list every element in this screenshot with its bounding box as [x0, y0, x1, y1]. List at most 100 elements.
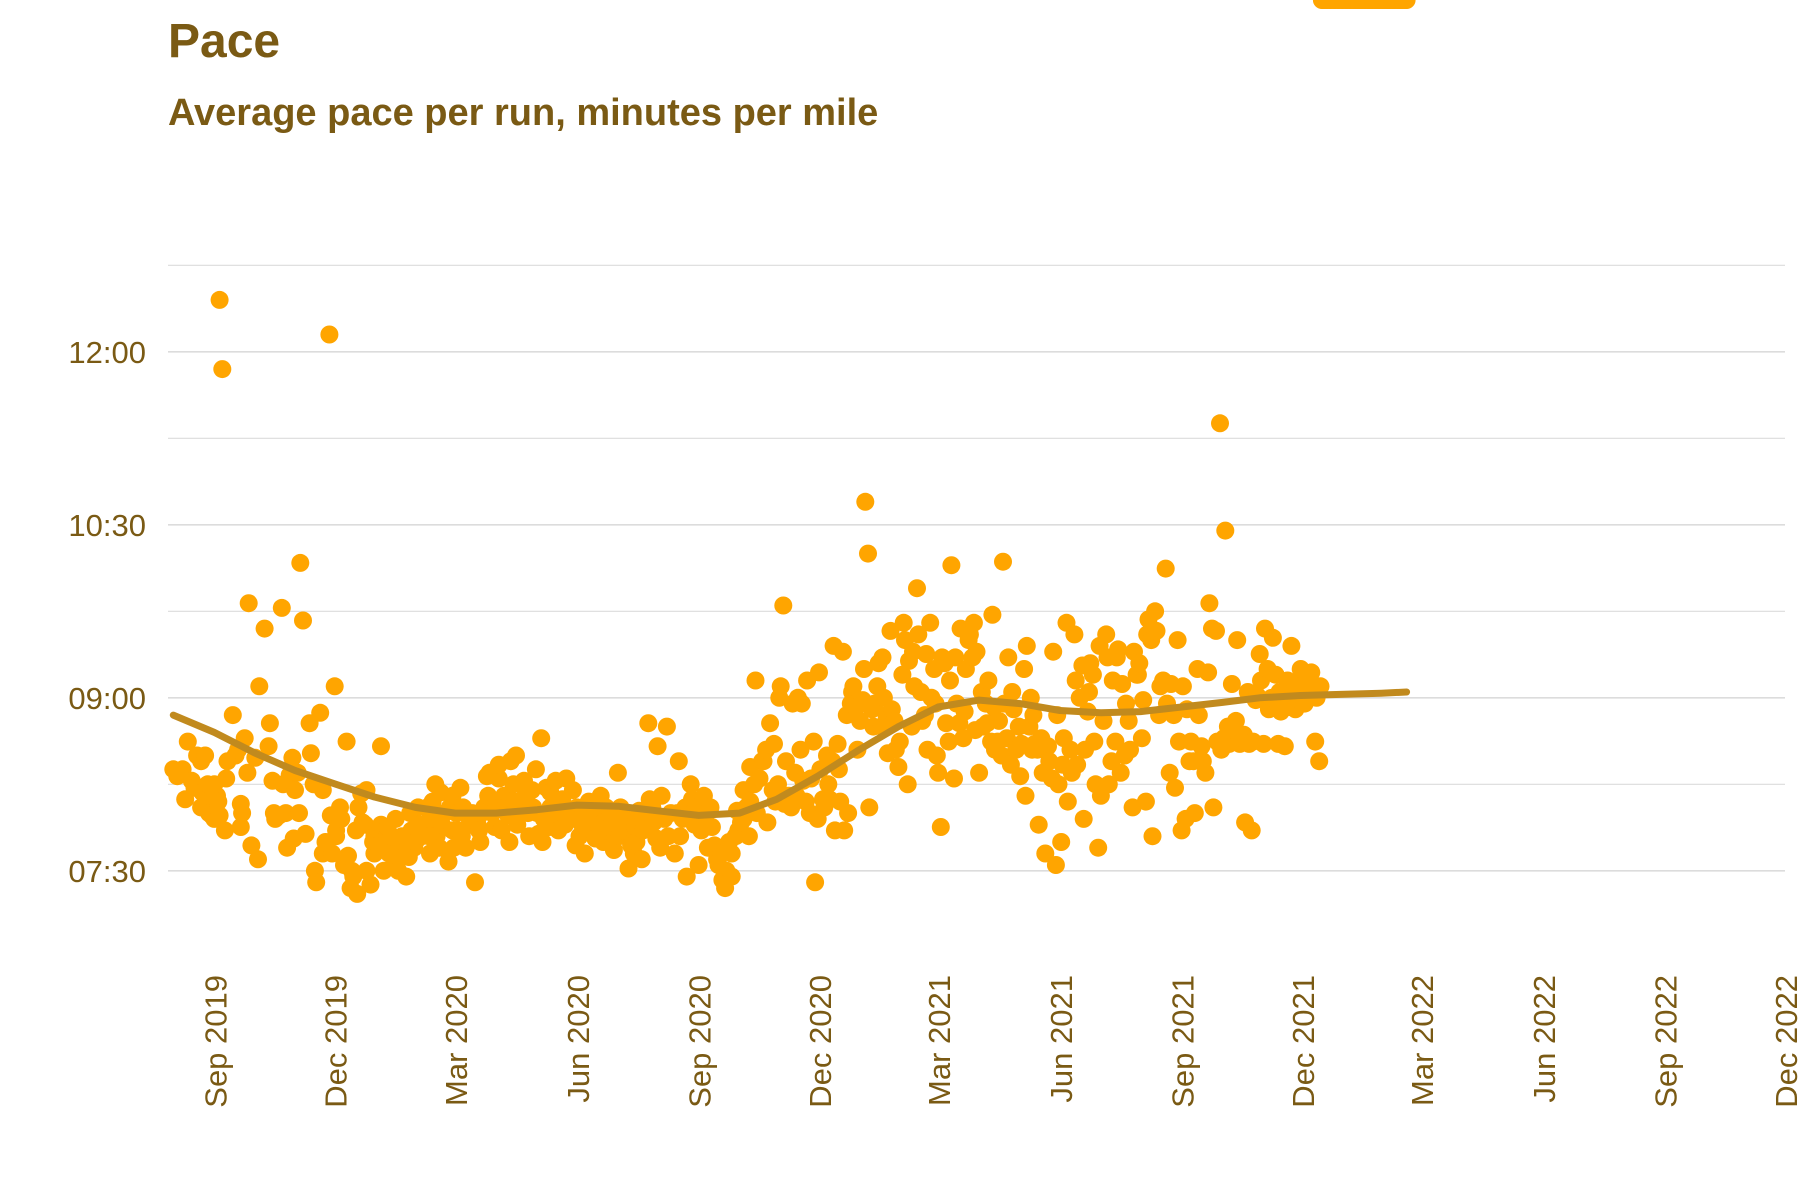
data-point: [657, 717, 676, 736]
data-point: [859, 544, 877, 563]
x-tick-label: Jun 2021: [1044, 975, 1079, 1103]
data-point: [856, 492, 875, 511]
data-point: [608, 763, 627, 782]
y-tick-label: 12:00: [68, 335, 146, 370]
data-point: [1310, 752, 1329, 771]
data-point: [325, 677, 344, 696]
data-point: [1083, 665, 1102, 684]
data-point: [1080, 683, 1098, 701]
data-point: [1143, 827, 1162, 846]
data-point: [1146, 602, 1165, 621]
data-point: [260, 714, 279, 733]
data-point: [1199, 663, 1218, 682]
data-point: [294, 611, 312, 630]
data-point: [921, 613, 940, 632]
data-point: [665, 844, 684, 863]
data-point: [283, 748, 302, 767]
data-point: [1099, 775, 1118, 794]
data-point: [1089, 838, 1108, 857]
data-point: [722, 844, 741, 863]
data-point: [937, 714, 956, 733]
data-point: [307, 873, 326, 892]
data-point: [908, 579, 926, 598]
data-point: [1134, 691, 1153, 710]
data-point: [942, 556, 961, 575]
data-point: [1242, 821, 1261, 840]
data-point: [1275, 737, 1294, 756]
data-point: [999, 648, 1018, 667]
data-point: [677, 867, 696, 886]
data-point: [889, 758, 908, 776]
data-point: [255, 619, 274, 638]
data-point: [1113, 675, 1132, 693]
x-tick-label: Sep 2022: [1649, 975, 1684, 1108]
data-point: [806, 873, 825, 892]
data-point: [291, 553, 310, 572]
data-point: [990, 711, 1008, 730]
data-point: [233, 804, 252, 823]
data-point: [1065, 625, 1084, 644]
data-point: [1097, 625, 1116, 644]
data-point: [739, 827, 758, 846]
data-point: [286, 781, 304, 800]
data-point: [1263, 628, 1282, 647]
data-point: [223, 706, 242, 725]
data-point: [213, 360, 232, 379]
data-point: [290, 804, 308, 823]
data-point: [372, 737, 390, 756]
data-point: [1044, 642, 1063, 661]
data-point: [967, 642, 986, 661]
data-point: [238, 763, 257, 782]
data-point: [249, 850, 267, 869]
data-point: [1015, 660, 1034, 678]
data-point: [1160, 763, 1179, 782]
data-point: [250, 677, 269, 696]
data-point: [835, 821, 854, 840]
data-point: [296, 824, 315, 843]
data-point: [439, 852, 458, 871]
data-point: [746, 671, 765, 690]
data-point: [941, 671, 959, 690]
data-point: [1196, 763, 1215, 782]
data-point: [1207, 621, 1225, 640]
data-point: [361, 875, 380, 894]
data-point: [456, 838, 475, 857]
data-point: [1024, 706, 1043, 725]
data-point: [374, 861, 393, 880]
data-point: [1046, 856, 1065, 874]
data-point: [489, 769, 508, 788]
data-point: [1168, 631, 1187, 650]
data-point: [1156, 559, 1175, 578]
data-point: [500, 833, 519, 851]
data-point: [1111, 763, 1130, 782]
data-point: [917, 645, 936, 663]
data-point: [1306, 732, 1325, 751]
data-point: [964, 613, 983, 632]
data-point: [894, 613, 913, 632]
data-point: [178, 732, 197, 751]
data-point: [1061, 740, 1080, 759]
data-point: [471, 833, 490, 851]
data-point: [1085, 732, 1104, 751]
data-point: [386, 809, 405, 828]
x-tick-label: Dec 2021: [1286, 975, 1321, 1108]
data-point: [632, 850, 651, 869]
data-point: [890, 732, 909, 751]
data-point: [1119, 711, 1138, 730]
data-points: [164, 0, 1416, 903]
data-point: [983, 605, 1002, 624]
data-point: [689, 856, 708, 874]
data-point: [1121, 740, 1139, 759]
data-point: [1302, 663, 1321, 682]
data-point: [828, 734, 847, 753]
data-point: [349, 798, 368, 817]
data-point: [619, 859, 638, 878]
data-point: [1147, 621, 1166, 640]
data-point: [210, 806, 229, 825]
data-point: [1068, 755, 1087, 774]
data-point: [339, 846, 357, 865]
data-point: [1052, 833, 1071, 851]
data-point: [929, 763, 948, 782]
x-tick-label: Jun 2022: [1527, 975, 1562, 1103]
data-point: [909, 625, 928, 644]
